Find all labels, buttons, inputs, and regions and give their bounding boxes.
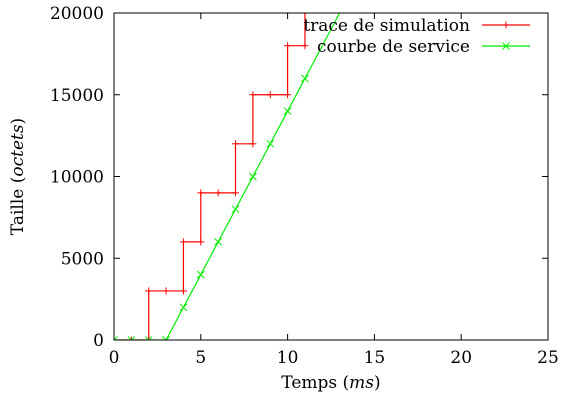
y-tick-label: 20000	[50, 4, 104, 24]
data-point	[145, 287, 153, 295]
data-point	[197, 189, 205, 197]
plot-frame	[113, 12, 549, 341]
y-axis-label: Taille (octets)	[8, 118, 28, 235]
x-tick-label: 25	[537, 348, 559, 368]
data-point	[214, 238, 223, 246]
series-line	[114, 13, 306, 340]
data-point	[162, 287, 170, 295]
series-line	[114, 13, 341, 340]
data-point	[249, 140, 257, 148]
y-axis-ticks: 0 5000 10000 15000 20000	[50, 4, 548, 351]
data-point	[196, 270, 205, 279]
legend-marker	[502, 21, 510, 29]
x-tick-label: 0	[109, 348, 120, 368]
data-point	[127, 336, 136, 340]
data-point	[301, 74, 309, 83]
data-point	[283, 107, 292, 115]
data-point	[179, 238, 187, 246]
legend-label: trace de simulation	[303, 16, 470, 36]
legend-label: courbe de service	[317, 37, 470, 57]
data-point	[266, 139, 275, 148]
data-point	[284, 42, 292, 50]
data-point	[179, 287, 187, 295]
series-service-curve	[114, 13, 341, 340]
legend-item: courbe de service	[317, 37, 530, 57]
y-tick-label: 10000	[50, 168, 104, 188]
data-point	[145, 336, 153, 340]
data-point	[266, 91, 274, 99]
data-point	[231, 205, 240, 214]
legend-item: trace de simulation	[303, 16, 530, 36]
x-tick-label: 10	[277, 348, 299, 368]
y-tick-label: 5000	[61, 249, 104, 269]
x-axis-ticks: 0 5 10 15 20 25	[109, 13, 559, 368]
x-tick-label: 20	[450, 348, 472, 368]
data-point	[179, 303, 188, 312]
data-point	[214, 189, 222, 197]
data-point	[249, 172, 257, 181]
data-point	[144, 336, 153, 340]
series-simulation-trace	[114, 13, 309, 340]
x-tick-label: 15	[364, 348, 386, 368]
data-point	[197, 238, 205, 246]
data-point	[301, 42, 309, 50]
data-point	[127, 336, 135, 340]
data-point	[284, 91, 292, 99]
x-axis-label: Temps (ms)	[281, 373, 380, 393]
y-tick-label: 15000	[50, 86, 104, 106]
x-tick-label: 5	[195, 348, 206, 368]
data-point	[162, 336, 170, 340]
legend-marker	[502, 42, 510, 50]
data-point	[232, 140, 240, 148]
data-point	[232, 189, 240, 197]
data-point	[249, 91, 257, 99]
y-tick-label: 0	[93, 331, 104, 351]
data-point	[114, 336, 118, 340]
series-layer	[114, 13, 341, 340]
